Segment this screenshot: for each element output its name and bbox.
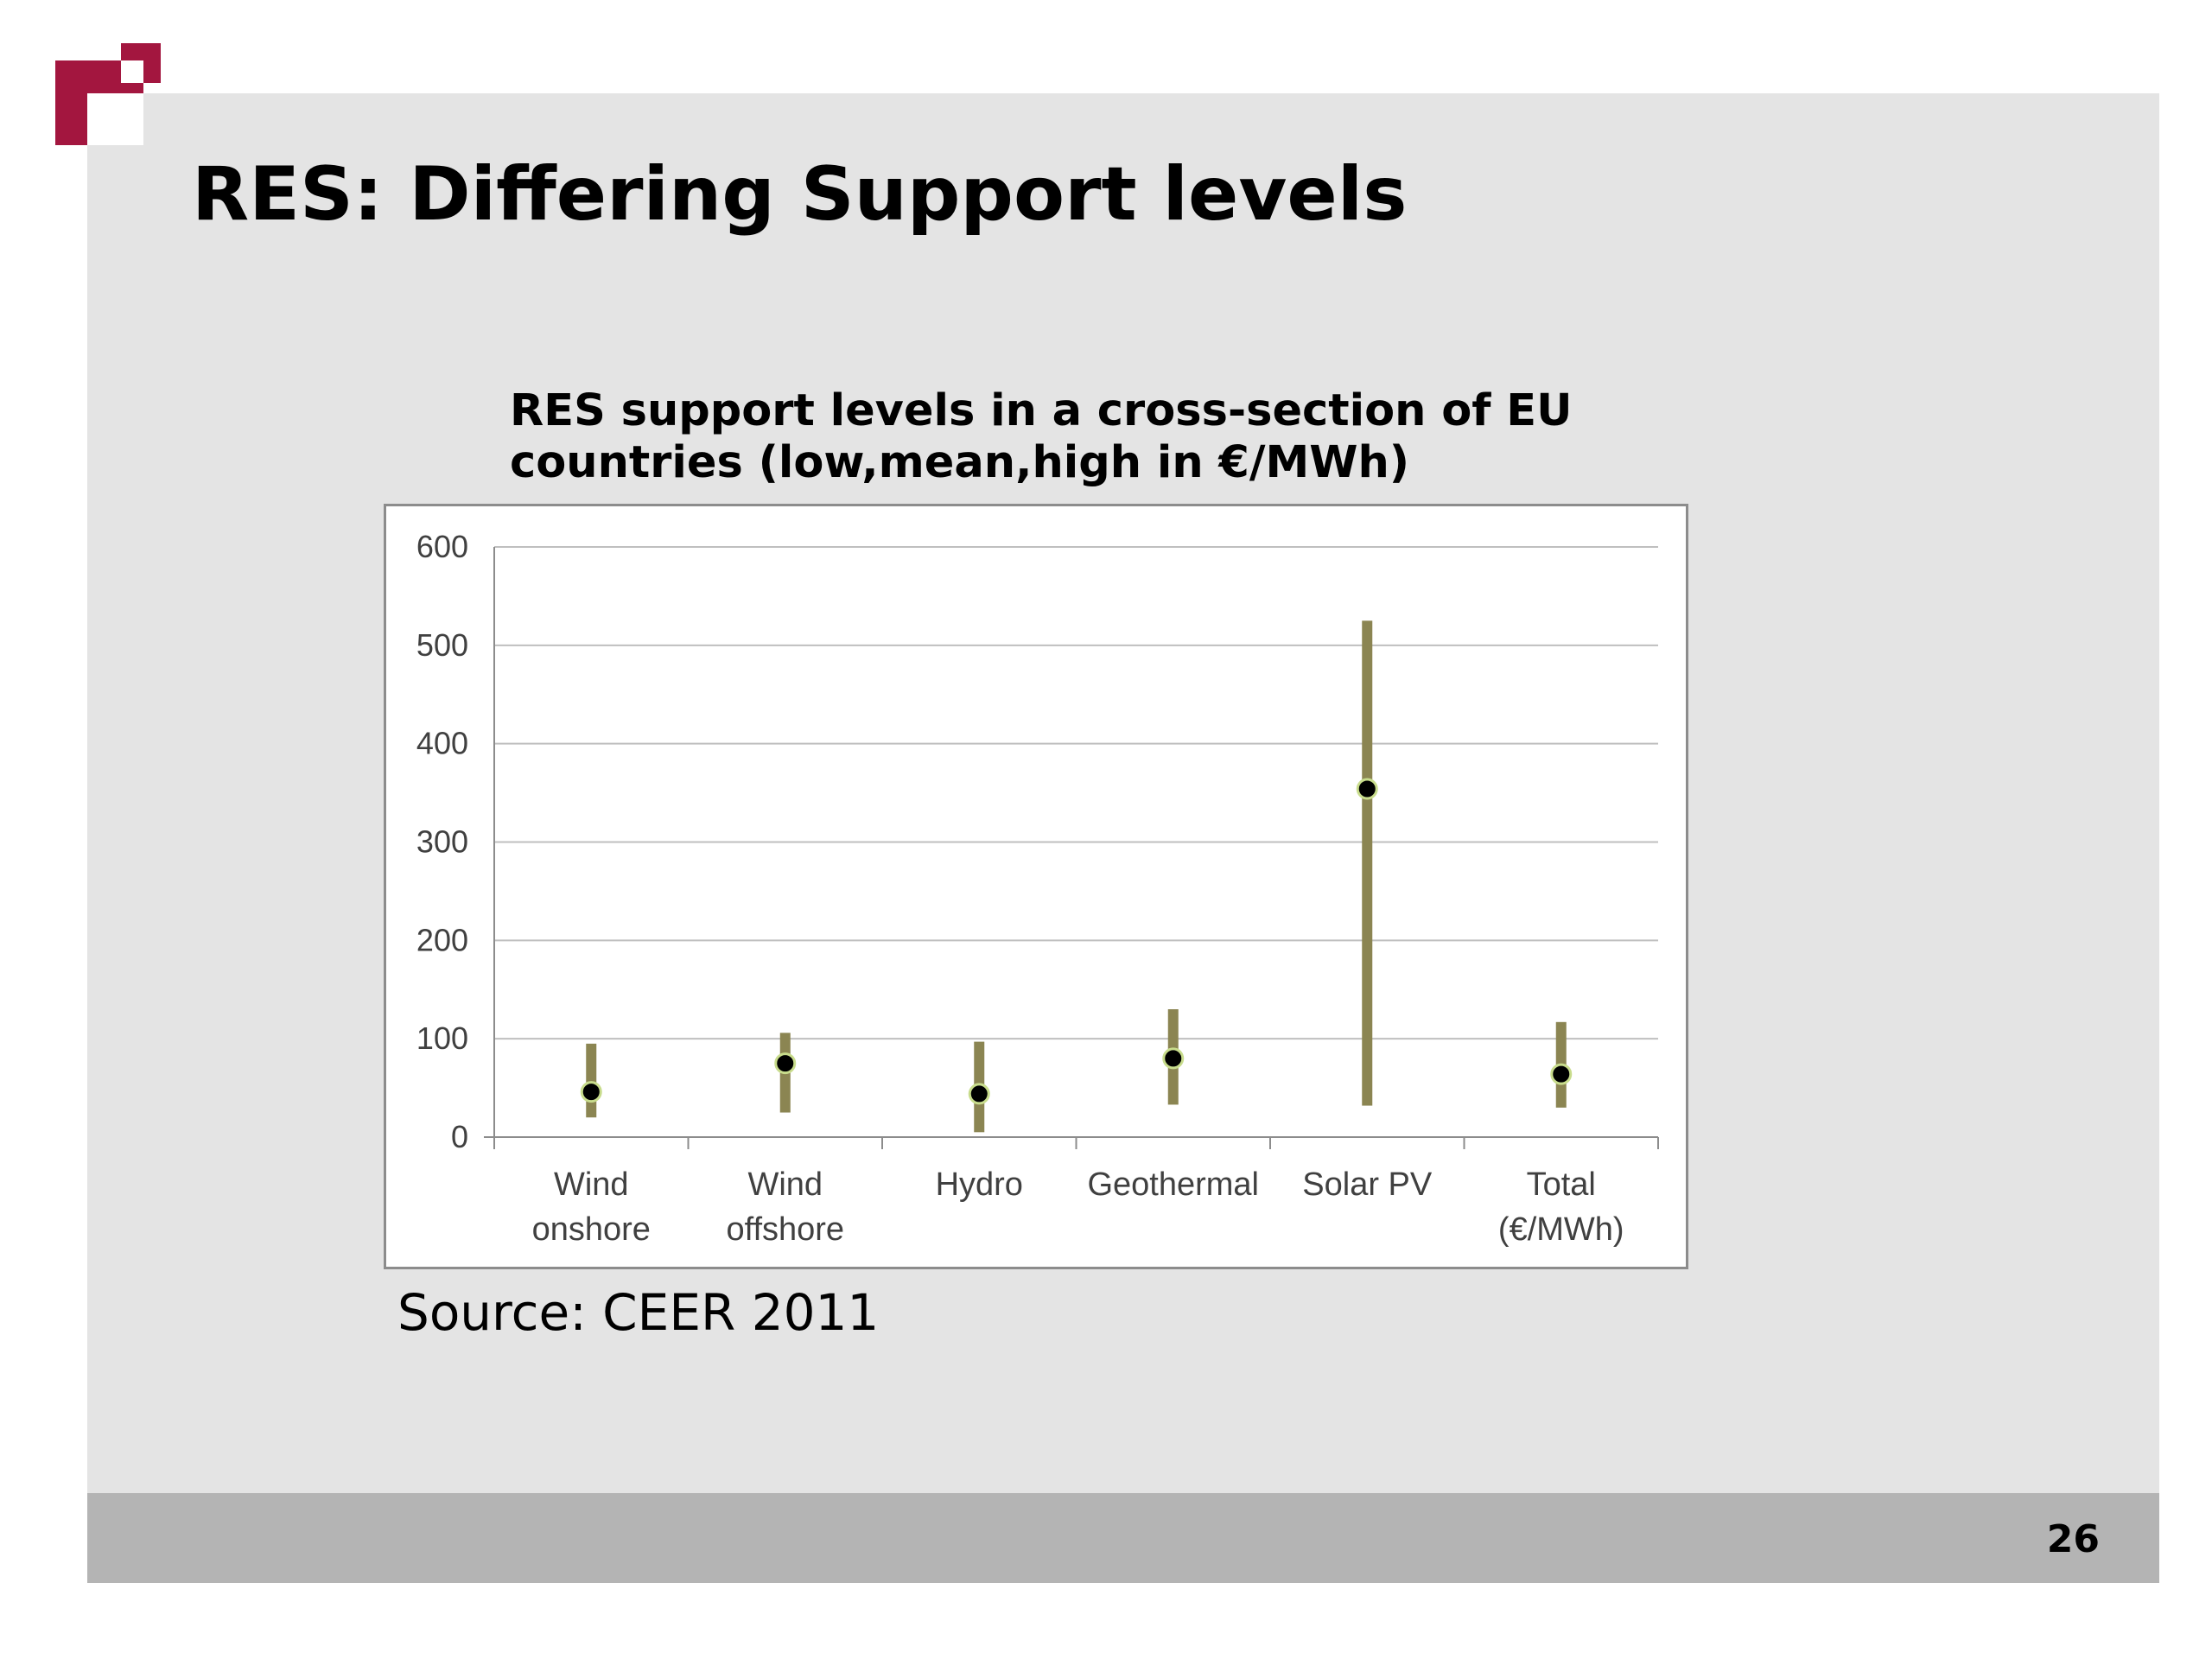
page-number: 26: [2046, 1517, 2100, 1561]
logo-cutout-small: [121, 60, 143, 83]
range-bar: [586, 1043, 597, 1118]
x-category-label: Total: [1527, 1166, 1596, 1203]
x-category-label: (€/MWh): [1498, 1211, 1624, 1248]
mean-marker: [1550, 1063, 1573, 1085]
mean-marker: [580, 1081, 602, 1103]
mean-marker: [1356, 778, 1378, 800]
slide-title: RES: Differing Support levels: [192, 151, 1408, 238]
x-category-label: Wind: [554, 1166, 629, 1203]
y-tick-label: 0: [451, 1119, 468, 1154]
x-category-label: Solar PV: [1302, 1166, 1433, 1203]
mean-marker: [968, 1083, 990, 1105]
chart-title-line-1: RES support levels in a cross-section of…: [510, 385, 1573, 436]
mean-marker: [774, 1052, 797, 1075]
footer-bar: [87, 1493, 2159, 1583]
chart-area: 0 100 200 300 400 500 600 Wind onshore Wind offsho…: [384, 504, 1688, 1269]
source-note: Source: CEER 2011: [397, 1283, 880, 1342]
chart-title-line-2: countries (low,mean,high in €/MWh): [510, 437, 1410, 488]
x-category-label: onshore: [532, 1211, 651, 1248]
x-category-label: Geothermal: [1087, 1166, 1259, 1203]
range-chart: 0 100 200 300 400 500 600 Wind onshore Wind offsho…: [416, 529, 1659, 1248]
mean-marker: [1162, 1047, 1185, 1070]
y-tick-label: 400: [416, 726, 468, 761]
y-tick-label: 200: [416, 922, 468, 957]
y-tick-label: 300: [416, 824, 468, 860]
logo-cutout: [87, 93, 143, 145]
x-category-label: offshore: [726, 1211, 844, 1248]
x-category-label: Wind: [747, 1166, 823, 1203]
range-bar: [1362, 620, 1373, 1106]
chart-title: RES support levels in a cross-section of…: [510, 385, 1633, 489]
y-tick-label: 600: [416, 529, 468, 564]
y-tick-label: 500: [416, 627, 468, 663]
y-tick-label: 100: [416, 1020, 468, 1056]
x-category-label: Hydro: [936, 1166, 1023, 1203]
